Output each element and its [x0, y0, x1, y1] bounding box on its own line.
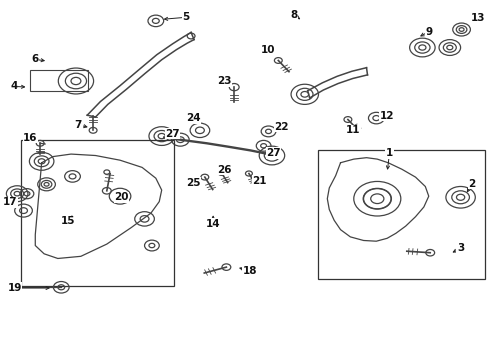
Text: 27: 27 — [165, 129, 180, 139]
Text: 14: 14 — [206, 219, 220, 229]
Text: 20: 20 — [114, 192, 129, 202]
Bar — [21, 140, 174, 286]
Text: 1: 1 — [386, 148, 393, 158]
Text: 9: 9 — [425, 27, 432, 37]
Text: 8: 8 — [291, 10, 297, 20]
Text: 17: 17 — [2, 197, 17, 207]
Text: 19: 19 — [7, 283, 22, 293]
Text: 21: 21 — [252, 176, 267, 186]
Text: 23: 23 — [217, 76, 232, 86]
Text: 26: 26 — [217, 165, 232, 175]
Text: 10: 10 — [261, 45, 276, 55]
Bar — [30, 70, 88, 91]
Text: 3: 3 — [457, 243, 464, 253]
Text: 27: 27 — [266, 148, 281, 158]
Text: 15: 15 — [60, 216, 75, 226]
Text: 24: 24 — [186, 113, 201, 123]
Text: 12: 12 — [380, 111, 394, 121]
Text: 2: 2 — [468, 179, 475, 189]
Text: 18: 18 — [243, 266, 257, 276]
Text: 13: 13 — [470, 13, 485, 23]
Text: 11: 11 — [345, 125, 360, 135]
Text: 22: 22 — [274, 122, 289, 132]
Text: 6: 6 — [32, 54, 39, 64]
Text: 7: 7 — [74, 120, 82, 130]
Text: 25: 25 — [186, 178, 201, 188]
Text: 16: 16 — [23, 132, 38, 143]
Text: 4: 4 — [10, 81, 18, 91]
Bar — [318, 150, 485, 279]
Text: 5: 5 — [183, 12, 190, 22]
